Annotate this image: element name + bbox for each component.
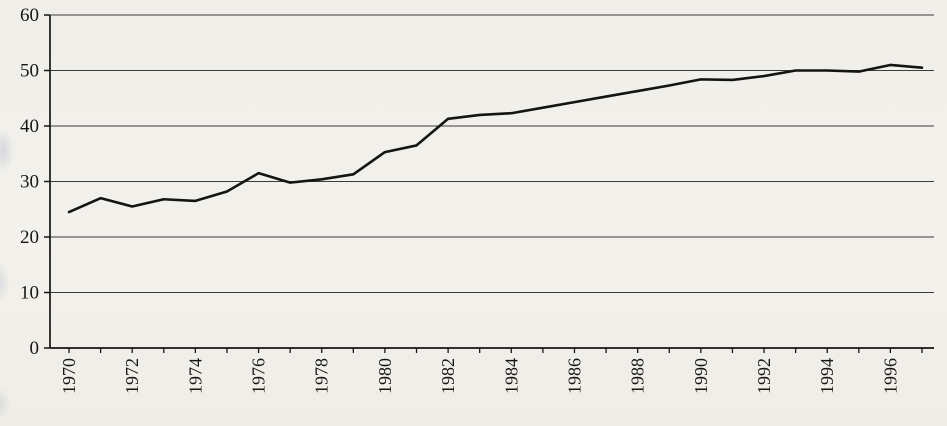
x-tick-label: 1990 bbox=[691, 358, 711, 394]
y-tick-label: 30 bbox=[20, 172, 39, 193]
x-tick-label: 1972 bbox=[122, 358, 142, 394]
y-tick-label: 0 bbox=[30, 338, 40, 359]
y-tick-label: 10 bbox=[20, 283, 39, 304]
x-tick-label: 1976 bbox=[249, 358, 269, 394]
y-tick-label: 40 bbox=[20, 116, 39, 137]
x-tick-label: 1974 bbox=[185, 358, 205, 394]
x-tick-label: 1996 bbox=[880, 358, 900, 394]
x-tick-label: 1984 bbox=[501, 358, 521, 394]
chart-line bbox=[67, 63, 924, 214]
x-tick-label: 1994 bbox=[817, 358, 837, 394]
y-tick-label: 60 bbox=[20, 5, 39, 26]
x-tick-label: 1988 bbox=[628, 358, 648, 394]
x-tick-label: 1986 bbox=[564, 358, 584, 394]
y-tick-label: 20 bbox=[20, 227, 39, 248]
x-tick-label: 1978 bbox=[312, 358, 332, 394]
x-tick-label: 1970 bbox=[59, 358, 79, 394]
x-tick-label: 1992 bbox=[754, 358, 774, 394]
x-tick-label: 1980 bbox=[375, 358, 395, 394]
y-tick-label: 50 bbox=[20, 61, 39, 82]
x-tick-label: 1982 bbox=[438, 358, 458, 394]
